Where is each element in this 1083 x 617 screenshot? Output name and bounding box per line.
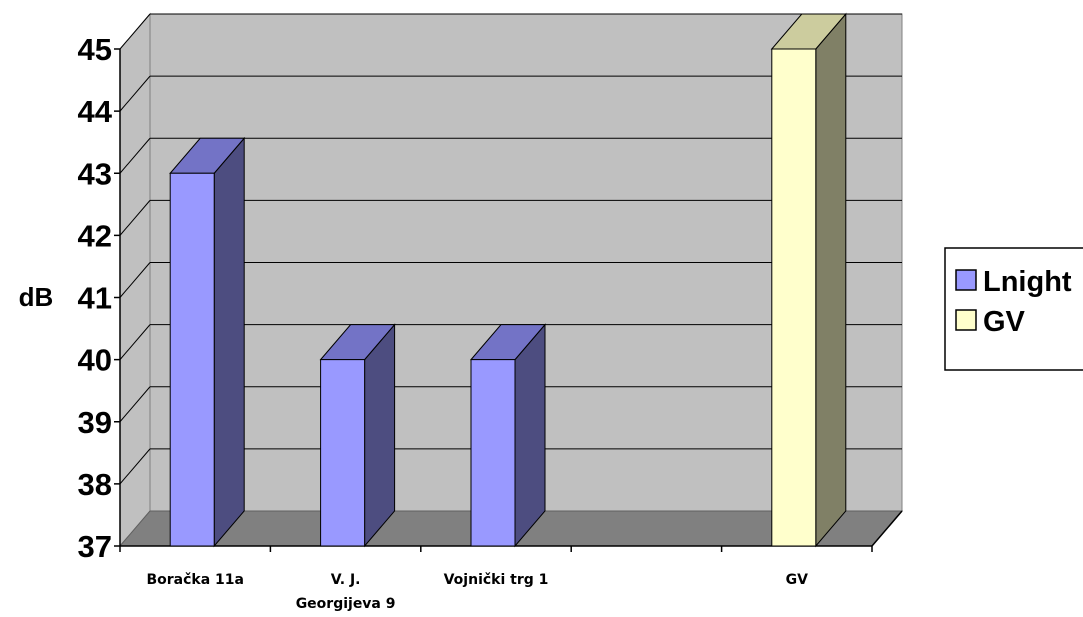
- floor-right-edge: [871, 510, 903, 547]
- gridline-side: [119, 137, 151, 174]
- bar-front: [169, 172, 215, 547]
- y-tick-label: 42: [78, 218, 112, 253]
- y-tick-label: 41: [78, 281, 112, 316]
- y-tick-labels: 37 38 39 40 41 42 43 44 45: [78, 32, 113, 564]
- gridline-side: [119, 448, 151, 485]
- bar: [319, 323, 396, 548]
- x-category-labels: Boračka 11a V. J. Georgijeva 9 Vojnički trg…: [146, 572, 808, 612]
- bar: [469, 323, 547, 548]
- legend-label: GV: [983, 306, 1026, 338]
- x-category-label: Boračka 11a: [146, 572, 244, 588]
- bar-side: [514, 323, 546, 548]
- bar-side: [815, 12, 847, 548]
- legend: Lnight GV: [944, 247, 1083, 371]
- x-category-label: GV: [786, 572, 808, 588]
- bar-side: [364, 323, 396, 548]
- legend-item: GV: [955, 306, 1026, 338]
- gridline-side: [119, 324, 151, 360]
- bars: [169, 12, 847, 548]
- gridline-side: [119, 262, 151, 298]
- gridline-side: [119, 386, 151, 423]
- gridline-side: [119, 200, 151, 236]
- y-tick-label: 45: [78, 32, 112, 67]
- y-tick-label: 37: [78, 529, 112, 564]
- bar-front: [470, 359, 516, 547]
- legend-label: Lnight: [983, 266, 1072, 298]
- legend-item: Lnight: [955, 266, 1072, 298]
- y-tick-label: 38: [78, 467, 112, 502]
- y-tick-label: 43: [78, 156, 112, 191]
- bar-front: [320, 359, 366, 547]
- legend-swatch: [955, 309, 977, 331]
- y-tick-label: 40: [78, 343, 112, 378]
- bar: [169, 136, 246, 548]
- bar-front: [771, 48, 817, 547]
- x-category-label: Georgijeva 9: [296, 596, 396, 612]
- x-category-label: V. J.: [331, 572, 361, 588]
- legend-box: [944, 247, 1083, 371]
- gridline-side: [119, 75, 151, 112]
- y-axis-title: dB: [19, 282, 54, 312]
- bar-side: [213, 136, 245, 548]
- y-tick-label: 39: [78, 405, 112, 440]
- legend-swatch: [955, 269, 977, 291]
- gridline-side: [119, 13, 151, 50]
- y-tick-label: 44: [78, 94, 113, 129]
- x-category-label: Vojnički trg 1: [444, 572, 549, 588]
- bar: [770, 12, 847, 548]
